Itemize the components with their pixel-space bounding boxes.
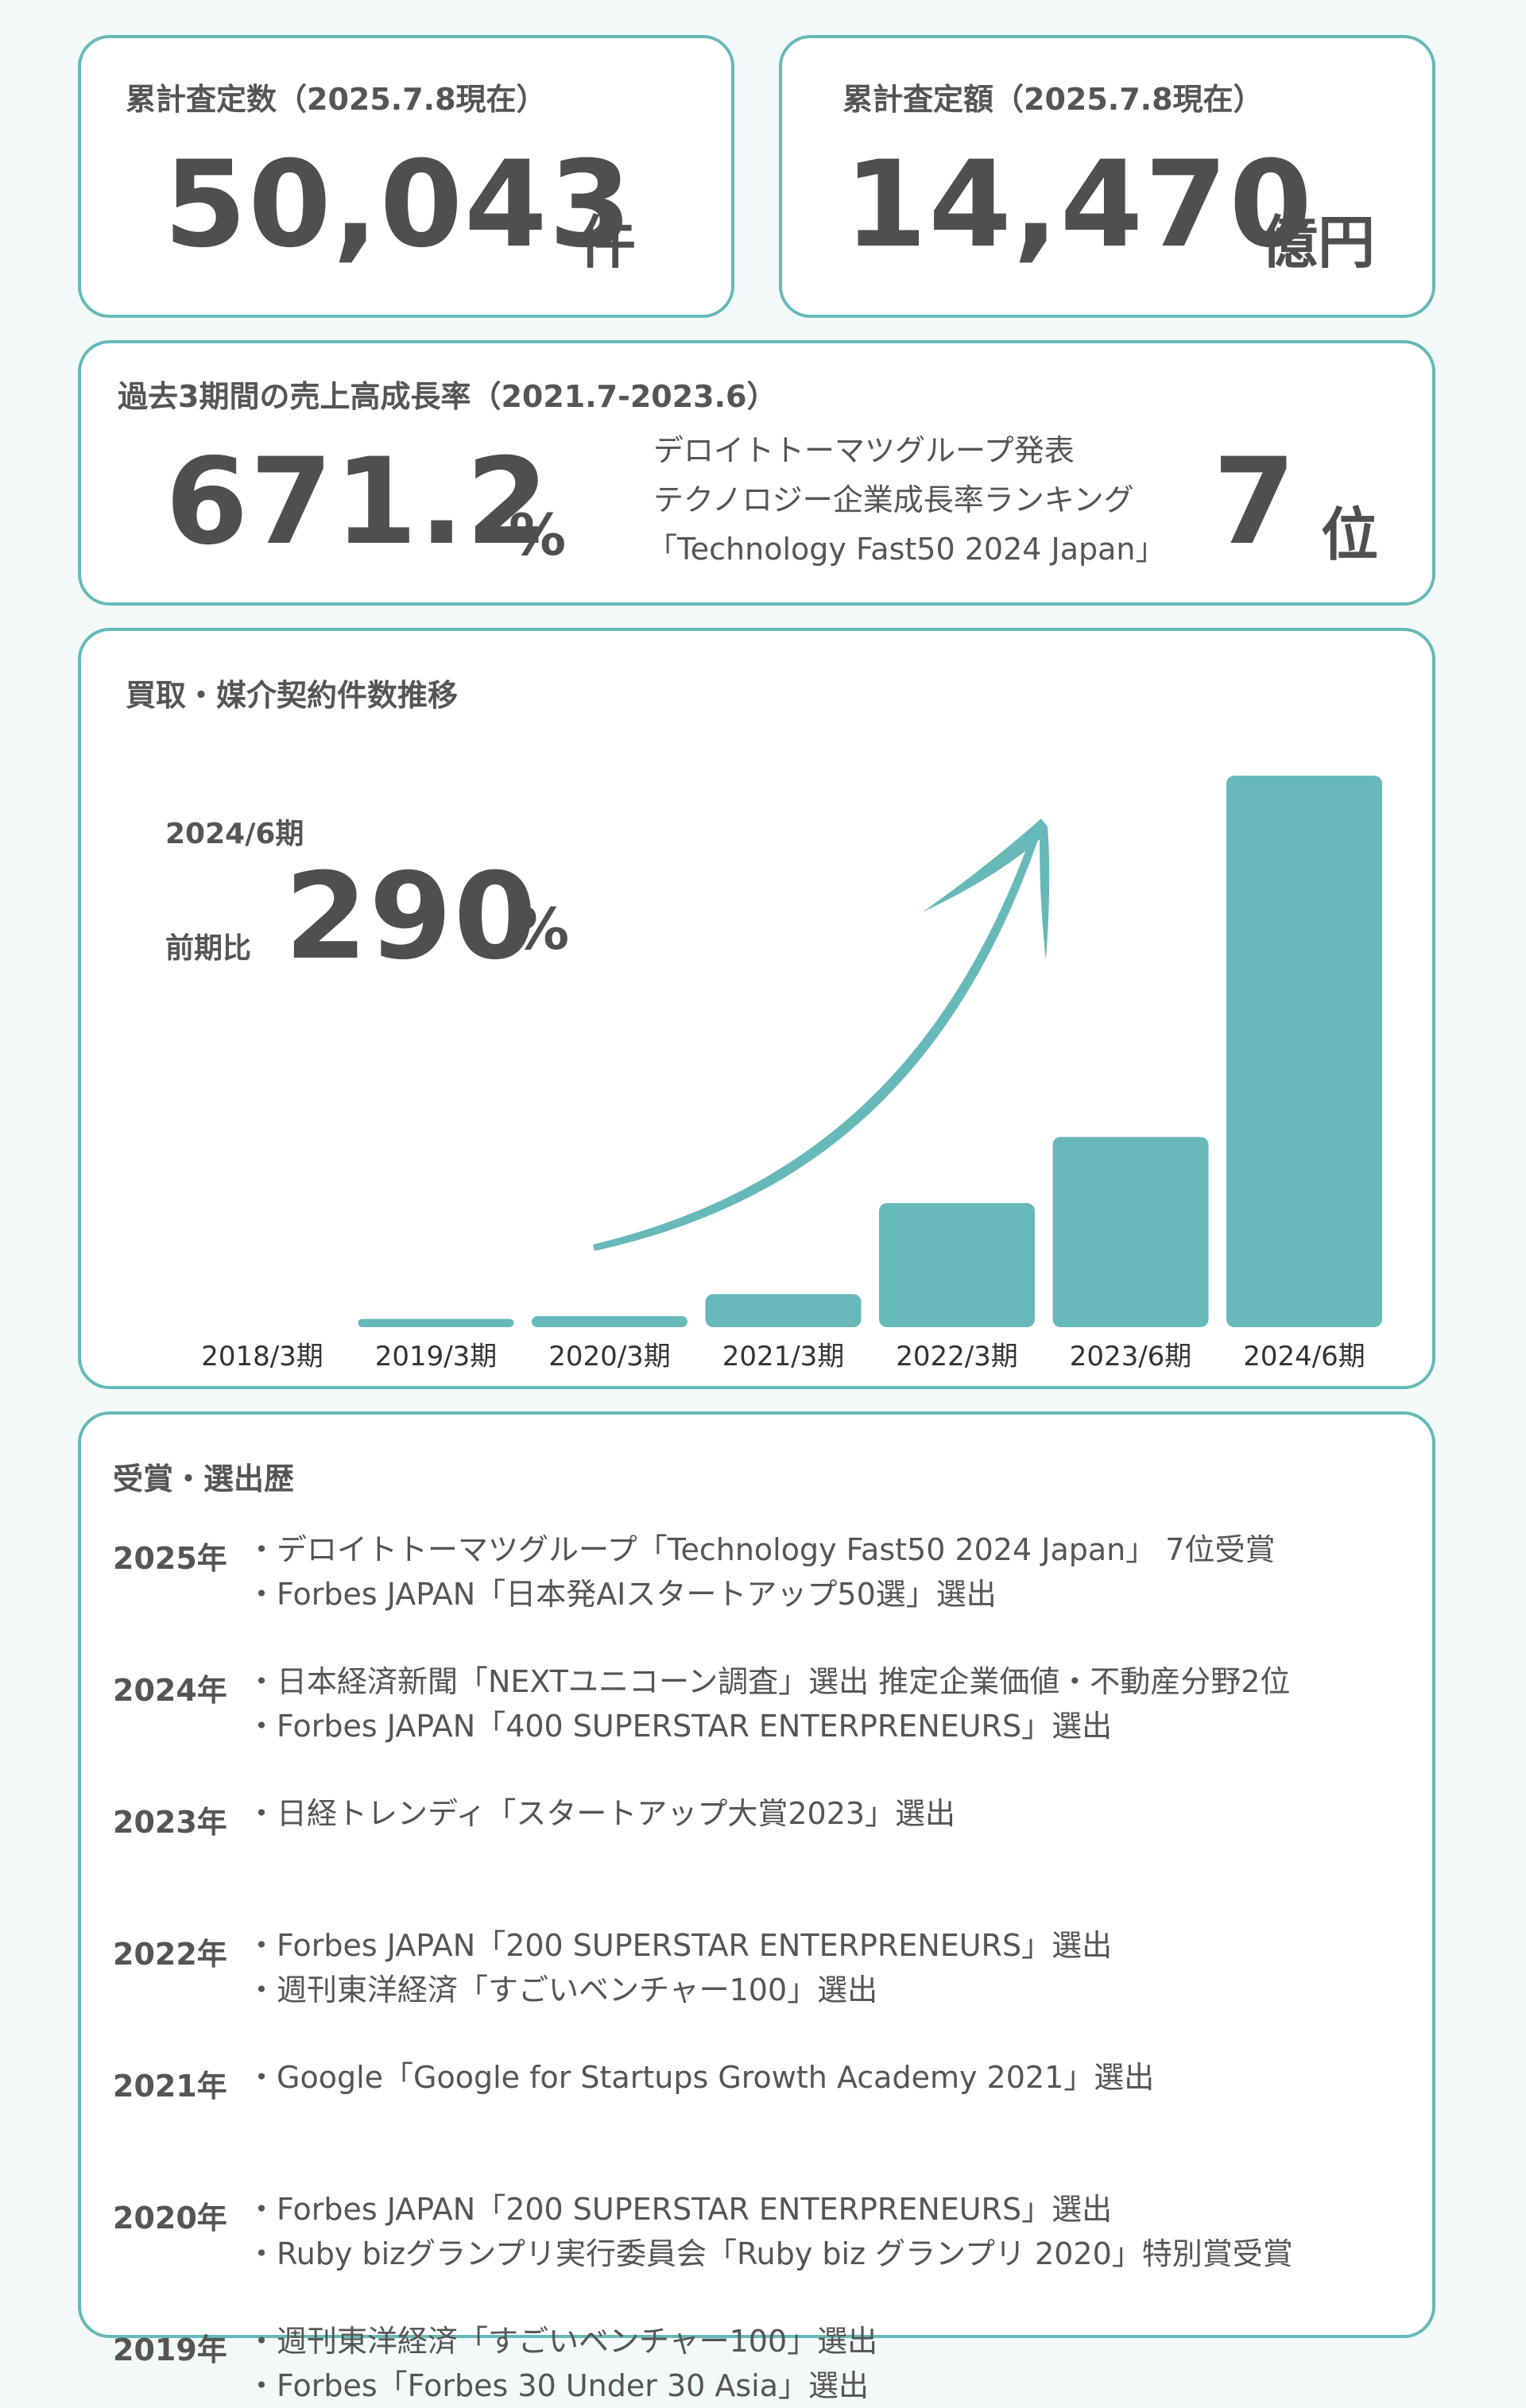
ranking-line-3: 「Technology Fast50 2024 Japan」 — [647, 532, 1166, 567]
award-items: ・Forbes JAPAN「200 SUPERSTAR ENTERPRENEUR… — [246, 2187, 1293, 2276]
bar-2021/3期 — [705, 1294, 862, 1327]
award-year: 2025年 — [113, 1541, 227, 1576]
award-year: 2019年 — [113, 2333, 227, 2367]
growth-unit: % — [509, 501, 567, 568]
award-items: ・デロイトトーマツグループ「Technology Fast50 2024 Jap… — [246, 1527, 1275, 1616]
growth-card: 過去3期間の売上高成長率（2021.7-2023.6） 671.2 % デロイト… — [78, 340, 1435, 606]
stat-count-value: 50,043 — [164, 136, 633, 274]
award-item: ・日経トレンディ「スタートアップ大賞2023」選出 — [246, 1796, 956, 1831]
x-tick-label: 2023/6期 — [1070, 1341, 1192, 1372]
bar-2024/6期 — [1226, 776, 1382, 1327]
trend-arrow — [593, 819, 1050, 1251]
award-year: 2020年 — [113, 2201, 227, 2236]
ratio-label: 前期比 — [165, 932, 252, 965]
award-item: ・日本経済新聞「NEXTユニコーン調査」選出 推定企業価値・不動産分野2位 — [246, 1664, 1291, 1699]
bar-2020/3期 — [532, 1316, 687, 1327]
rank-unit: 位 — [1321, 501, 1379, 568]
chart-title: 買取・媒介契約件数推移 — [126, 678, 459, 713]
stat-count-card: 累計査定数（2025.7.8現在） 50,043 件 — [78, 35, 734, 318]
award-year: 2024年 — [113, 1673, 227, 1708]
x-tick-label: 2019/3期 — [375, 1341, 498, 1372]
bar-chart: 2018/3期 2019/3期 2020/3期 2021/3期 2022/3期 2023/… — [201, 776, 1382, 1372]
award-item: ・Forbes JAPAN「日本発AIスタートアップ50選」選出 — [246, 1577, 997, 1612]
growth-value: 671.2 — [165, 433, 551, 571]
period-label: 2024/6期 — [165, 818, 304, 850]
stat-amount-value: 14,470 — [844, 136, 1314, 274]
award-item: ・Forbes「Forbes 30 Under 30 Asia」選出 — [246, 2368, 870, 2403]
bar-2019/3期 — [358, 1318, 514, 1327]
awards-title: 受賞・選出歴 — [113, 1461, 295, 1496]
stat-count-label: 累計査定数（2025.7.8現在） — [126, 82, 547, 117]
award-item: ・デロイトトーマツグループ「Technology Fast50 2024 Jap… — [246, 1532, 1276, 1567]
ranking-line-1: デロイトトーマツグループ発表 — [653, 433, 1075, 468]
growth-label: 過去3期間の売上高成長率（2021.7-2023.6） — [118, 379, 777, 414]
award-year: 2023年 — [113, 1805, 227, 1840]
award-item: ・Google「Google for Startups Growth Acade… — [246, 2060, 1155, 2095]
ratio-value: 290 — [285, 848, 539, 986]
stat-amount-unit: 億円 — [1261, 209, 1376, 276]
stat-count-unit: 件 — [579, 209, 637, 276]
award-items: ・日経トレンディ「スタートアップ大賞2023」選出 — [246, 1791, 955, 1836]
award-item: ・Forbes JAPAN「400 SUPERSTAR ENTERPRENEUR… — [246, 1709, 1113, 1744]
bar-2022/3期 — [879, 1202, 1035, 1327]
award-items: ・Forbes JAPAN「200 SUPERSTAR ENTERPRENEUR… — [246, 1923, 1112, 2012]
chart-card: 2018/3期 2019/3期 2020/3期 2021/3期 2022/3期 2023/… — [78, 628, 1435, 1389]
bars-group — [358, 776, 1382, 1327]
trend-arrow-body — [593, 834, 1039, 1251]
x-tick-label: 2018/3期 — [201, 1341, 323, 1372]
award-items: ・日本経済新聞「NEXTユニコーン調査」選出 推定企業価値・不動産分野2位 ・Fo… — [246, 1659, 1290, 1748]
ratio-unit: % — [512, 896, 570, 962]
rank-value: 7 — [1213, 433, 1298, 571]
award-item: ・Forbes JAPAN「200 SUPERSTAR ENTERPRENEUR… — [246, 1928, 1113, 1963]
award-item: ・Ruby bizグランプリ実行委員会「Ruby biz グランプリ 2020」… — [246, 2236, 1293, 2271]
x-tick-label: 2021/3期 — [722, 1341, 845, 1372]
bar-2023/6期 — [1052, 1136, 1209, 1327]
awards-card: 受賞・選出歴 2025年 ・デロイトトーマツグループ「Technology Fas… — [78, 1411, 1435, 2403]
award-year: 2022年 — [113, 1937, 227, 1972]
ranking-line-2: テクノロジー企業成長率ランキング — [653, 482, 1134, 517]
award-year: 2021年 — [113, 2069, 227, 2104]
x-tick-label: 2024/6期 — [1243, 1341, 1365, 1372]
x-tick-label: 2022/3期 — [896, 1341, 1018, 1372]
stat-amount-card: 累計査定額（2025.7.8現在） 14,470 億円 — [779, 35, 1435, 318]
x-tick-label: 2020/3期 — [548, 1341, 671, 1372]
award-item: ・週刊東洋経済「すごいベンチャー100」選出 — [246, 1972, 878, 2007]
stat-amount-label: 累計査定額（2025.7.8現在） — [842, 82, 1264, 117]
award-item: ・Forbes JAPAN「200 SUPERSTAR ENTERPRENEUR… — [246, 2192, 1113, 2227]
trend-arrow-head — [922, 819, 1050, 960]
award-item: ・週刊東洋経済「すごいベンチャー100」選出 — [246, 2324, 878, 2359]
award-items: ・週刊東洋経済「すごいベンチャー100」選出 ・Forbes「Forbes 30 … — [246, 2319, 877, 2408]
award-items: ・Google「Google for Startups Growth Acade… — [246, 2055, 1154, 2100]
tick-labels-group: 2018/3期 2019/3期 2020/3期 2021/3期 2022/3期 2023/… — [201, 1341, 1365, 1372]
